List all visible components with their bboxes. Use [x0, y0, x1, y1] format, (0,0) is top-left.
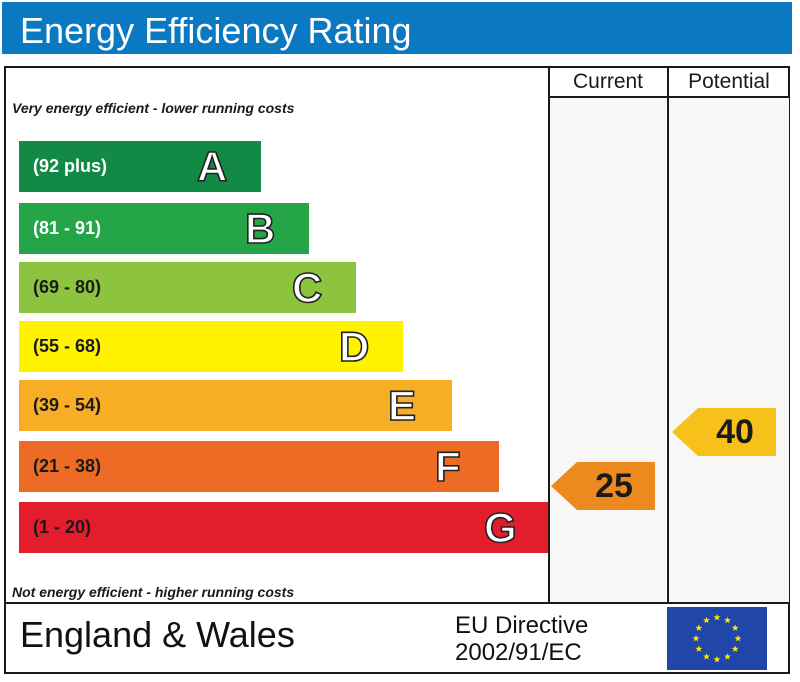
- band-letter: G: [483, 503, 517, 552]
- rating-frame: [4, 66, 790, 674]
- band-letter: B: [244, 204, 276, 253]
- header-divider: [548, 96, 790, 98]
- title-bar: Energy Efficiency Rating: [2, 2, 792, 54]
- band-range-label: (55 - 68): [33, 336, 102, 356]
- band-range-label: (21 - 38): [33, 456, 102, 476]
- top-caption: Very energy efficient - lower running co…: [12, 100, 295, 116]
- band-range-label: (69 - 80): [33, 277, 102, 297]
- band-range-label: (39 - 54): [33, 395, 102, 415]
- eu-star: [695, 645, 703, 652]
- eu-star: [724, 653, 731, 660]
- footer-divider: [4, 602, 790, 604]
- band-a: (92 plus) A: [19, 141, 261, 192]
- page-title: Energy Efficiency Rating: [20, 10, 412, 51]
- band-e: (39 - 54) E: [19, 380, 452, 431]
- band-letter: D: [338, 322, 370, 371]
- potential-rating-arrow: [672, 408, 776, 456]
- eu-star: [703, 616, 710, 624]
- eu-star: [703, 653, 710, 660]
- potential-header: Potential: [688, 70, 770, 93]
- divider-potential-left: [667, 66, 669, 602]
- potential-arrow-shape: [672, 408, 776, 456]
- current-header: Current: [572, 70, 644, 93]
- eu-star: [695, 624, 703, 631]
- potential-rating-value: 40: [716, 413, 754, 451]
- eu-star: [731, 624, 739, 631]
- band-c: (69 - 80) C: [19, 262, 356, 313]
- band-range-label: (81 - 91): [33, 218, 102, 238]
- divider-current-left: [548, 66, 550, 602]
- current-arrow-shape: [551, 462, 655, 510]
- footer-directive: EU Directive 2002/91/EC: [455, 612, 588, 666]
- band-letter: A: [196, 142, 228, 191]
- band-g: (1 - 20) G: [19, 502, 548, 553]
- eu-star: [713, 613, 721, 621]
- current-rating-arrow: [551, 462, 655, 510]
- eu-flag-icon: [667, 607, 767, 670]
- band-letter: C: [291, 263, 323, 312]
- band-letter: E: [387, 381, 417, 430]
- current-rating-value: 25: [595, 467, 633, 505]
- band-range-label: (92 plus): [33, 156, 108, 176]
- band-f: (21 - 38) F: [19, 441, 499, 492]
- eu-star: [713, 655, 721, 663]
- eu-star: [734, 634, 742, 642]
- band-letter: F: [434, 442, 461, 491]
- band-b: (81 - 91) B: [19, 203, 309, 254]
- band-d: (55 - 68) D: [19, 321, 403, 372]
- current-column-bg: [550, 98, 666, 602]
- eu-star: [731, 645, 739, 652]
- eu-star: [724, 616, 731, 624]
- bottom-caption: Not energy efficient - higher running co…: [12, 584, 295, 600]
- eu-star: [692, 634, 700, 642]
- potential-column-bg: [669, 98, 789, 602]
- directive-line-1: EU Directive: [455, 612, 589, 639]
- footer-country: England & Wales: [20, 614, 295, 655]
- band-range-label: (1 - 20): [33, 517, 92, 537]
- directive-line-2: 2002/91/EC: [455, 639, 582, 666]
